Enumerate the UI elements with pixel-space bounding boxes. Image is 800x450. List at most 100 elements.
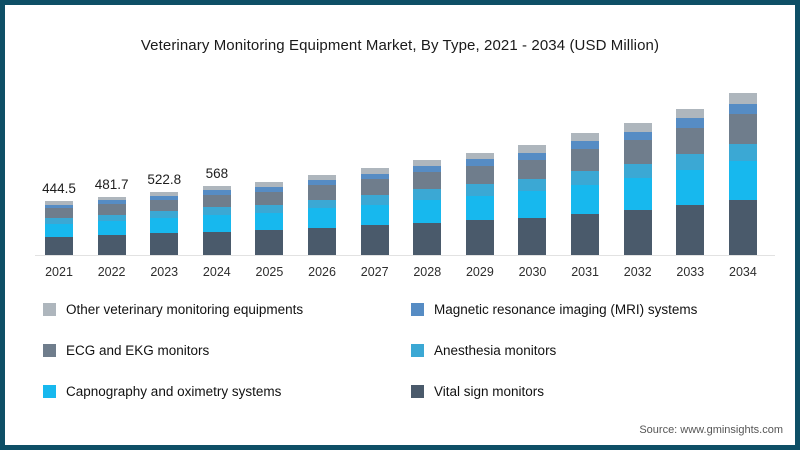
bar-segment-2026-vital-sign-monitors[interactable] [308, 227, 337, 255]
bar-segment-2033-other-veterinary-monitoring-equipments[interactable] [676, 108, 705, 119]
bar-2034[interactable] [728, 93, 757, 255]
bar-segment-2022-magnetic-resonance-imaging-mri-systems[interactable] [97, 200, 126, 205]
bar-2024[interactable] [202, 185, 231, 255]
bar-segment-2034-anesthesia-monitors[interactable] [728, 143, 757, 162]
bar-segment-2033-capnography-and-oximetry-systems[interactable] [676, 170, 705, 206]
bar-segment-2024-capnography-and-oximetry-systems[interactable] [202, 214, 231, 232]
bar-segment-2027-ecg-and-ekg-monitors[interactable] [360, 179, 389, 195]
bar-segment-2031-vital-sign-monitors[interactable] [571, 213, 600, 255]
bar-segment-2034-other-veterinary-monitoring-equipments[interactable] [728, 93, 757, 104]
bar-segment-2029-other-veterinary-monitoring-equipments[interactable] [465, 152, 494, 160]
bar-segment-2029-anesthesia-monitors[interactable] [465, 184, 494, 196]
bar-2025[interactable] [255, 182, 284, 255]
bar-2030[interactable] [518, 145, 547, 255]
bar-segment-2031-other-veterinary-monitoring-equipments[interactable] [571, 133, 600, 142]
bar-segment-2022-ecg-and-ekg-monitors[interactable] [97, 204, 126, 215]
bar-segment-2026-ecg-and-ekg-monitors[interactable] [308, 185, 337, 200]
bar-segment-2032-magnetic-resonance-imaging-mri-systems[interactable] [623, 131, 652, 141]
bar-segment-2022-anesthesia-monitors[interactable] [97, 214, 126, 222]
bar-segment-2025-magnetic-resonance-imaging-mri-systems[interactable] [255, 186, 284, 192]
bar-segment-2023-other-veterinary-monitoring-equipments[interactable] [150, 191, 179, 196]
bar-segment-2032-ecg-and-ekg-monitors[interactable] [623, 140, 652, 164]
bar-segment-2032-anesthesia-monitors[interactable] [623, 163, 652, 179]
bar-segment-2023-capnography-and-oximetry-systems[interactable] [150, 218, 179, 234]
bar-segment-2025-vital-sign-monitors[interactable] [255, 230, 284, 255]
bar-segment-2031-anesthesia-monitors[interactable] [571, 171, 600, 185]
bar-segment-2021-anesthesia-monitors[interactable] [45, 217, 73, 224]
bar-segment-2026-anesthesia-monitors[interactable] [308, 199, 337, 209]
bar-segment-2024-magnetic-resonance-imaging-mri-systems[interactable] [202, 190, 231, 195]
bar-segment-2025-capnography-and-oximetry-systems[interactable] [255, 212, 284, 231]
bar-segment-2027-anesthesia-monitors[interactable] [360, 194, 389, 205]
bar-segment-2026-magnetic-resonance-imaging-mri-systems[interactable] [308, 179, 337, 186]
bar-segment-2031-capnography-and-oximetry-systems[interactable] [571, 184, 600, 214]
bar-segment-2021-other-veterinary-monitoring-equipments[interactable] [45, 201, 73, 205]
bar-segment-2028-anesthesia-monitors[interactable] [413, 189, 442, 200]
bar-segment-2023-ecg-and-ekg-monitors[interactable] [150, 199, 179, 212]
bar-segment-2028-magnetic-resonance-imaging-mri-systems[interactable] [413, 165, 442, 173]
bar-2022[interactable] [97, 196, 126, 255]
bar-segment-2023-magnetic-resonance-imaging-mri-systems[interactable] [150, 195, 179, 200]
bar-segment-2022-vital-sign-monitors[interactable] [97, 235, 126, 255]
bar-segment-2032-capnography-and-oximetry-systems[interactable] [623, 178, 652, 211]
bar-segment-2029-capnography-and-oximetry-systems[interactable] [465, 195, 494, 221]
bar-segment-2030-other-veterinary-monitoring-equipments[interactable] [518, 145, 547, 153]
bar-segment-2030-anesthesia-monitors[interactable] [518, 179, 547, 192]
bar-2026[interactable] [308, 174, 337, 255]
bar-segment-2029-ecg-and-ekg-monitors[interactable] [465, 165, 494, 185]
bar-2021[interactable] [45, 201, 73, 255]
bar-segment-2034-vital-sign-monitors[interactable] [728, 200, 757, 255]
bar-segment-2022-capnography-and-oximetry-systems[interactable] [97, 221, 126, 236]
bar-segment-2033-anesthesia-monitors[interactable] [676, 154, 705, 171]
bar-segment-2034-magnetic-resonance-imaging-mri-systems[interactable] [728, 103, 757, 115]
bar-2023[interactable] [150, 191, 179, 255]
bar-segment-2033-ecg-and-ekg-monitors[interactable] [676, 127, 705, 155]
bar-segment-2033-vital-sign-monitors[interactable] [676, 205, 705, 255]
bar-segment-2027-capnography-and-oximetry-systems[interactable] [360, 204, 389, 226]
bar-segment-2032-vital-sign-monitors[interactable] [623, 210, 652, 255]
bar-segment-2026-capnography-and-oximetry-systems[interactable] [308, 208, 337, 228]
bar-segment-2024-ecg-and-ekg-monitors[interactable] [202, 194, 231, 208]
legend-swatch-icon [411, 303, 424, 316]
bar-2031[interactable] [571, 133, 600, 255]
bar-segment-2030-capnography-and-oximetry-systems[interactable] [518, 191, 547, 218]
bar-segment-2025-ecg-and-ekg-monitors[interactable] [255, 191, 284, 205]
bar-segment-2034-ecg-and-ekg-monitors[interactable] [728, 114, 757, 144]
bar-segment-2027-other-veterinary-monitoring-equipments[interactable] [360, 168, 389, 174]
bar-segment-2025-other-veterinary-monitoring-equipments[interactable] [255, 182, 284, 187]
bar-segment-2034-capnography-and-oximetry-systems[interactable] [728, 161, 757, 201]
bar-segment-2021-ecg-and-ekg-monitors[interactable] [45, 208, 73, 218]
bar-segment-2028-vital-sign-monitors[interactable] [413, 222, 442, 255]
bar-segment-2028-capnography-and-oximetry-systems[interactable] [413, 199, 442, 223]
bar-2028[interactable] [413, 159, 442, 255]
bar-segment-2028-ecg-and-ekg-monitors[interactable] [413, 172, 442, 190]
bar-2029[interactable] [465, 152, 494, 255]
bar-segment-2022-other-veterinary-monitoring-equipments[interactable] [97, 196, 126, 201]
bar-segment-2023-anesthesia-monitors[interactable] [150, 211, 179, 219]
x-tick-2033: 2033 [676, 265, 705, 279]
bar-2033[interactable] [676, 108, 705, 255]
bar-segment-2024-anesthesia-monitors[interactable] [202, 207, 231, 215]
bar-segment-2023-vital-sign-monitors[interactable] [150, 233, 179, 255]
bar-segment-2027-magnetic-resonance-imaging-mri-systems[interactable] [360, 173, 389, 180]
bar-segment-2030-ecg-and-ekg-monitors[interactable] [518, 159, 547, 180]
bar-segment-2026-other-veterinary-monitoring-equipments[interactable] [308, 174, 337, 180]
bar-segment-2031-magnetic-resonance-imaging-mri-systems[interactable] [571, 141, 600, 150]
bar-segment-2030-magnetic-resonance-imaging-mri-systems[interactable] [518, 152, 547, 160]
bar-2027[interactable] [360, 168, 389, 255]
bar-segment-2024-vital-sign-monitors[interactable] [202, 231, 231, 255]
bar-segment-2029-magnetic-resonance-imaging-mri-systems[interactable] [465, 159, 494, 166]
bar-segment-2028-other-veterinary-monitoring-equipments[interactable] [413, 159, 442, 166]
bar-segment-2031-ecg-and-ekg-monitors[interactable] [571, 149, 600, 172]
bar-segment-2032-other-veterinary-monitoring-equipments[interactable] [623, 122, 652, 132]
bar-segment-2021-magnetic-resonance-imaging-mri-systems[interactable] [45, 204, 73, 209]
bar-segment-2029-vital-sign-monitors[interactable] [465, 220, 494, 255]
bar-segment-2025-anesthesia-monitors[interactable] [255, 204, 284, 213]
bar-segment-2024-other-veterinary-monitoring-equipments[interactable] [202, 185, 231, 191]
bar-segment-2030-vital-sign-monitors[interactable] [518, 217, 547, 255]
bar-segment-2033-magnetic-resonance-imaging-mri-systems[interactable] [676, 118, 705, 128]
bar-segment-2027-vital-sign-monitors[interactable] [360, 225, 389, 255]
bar-segment-2021-capnography-and-oximetry-systems[interactable] [45, 223, 73, 237]
bar-segment-2021-vital-sign-monitors[interactable] [45, 236, 73, 255]
bar-2032[interactable] [623, 122, 652, 255]
